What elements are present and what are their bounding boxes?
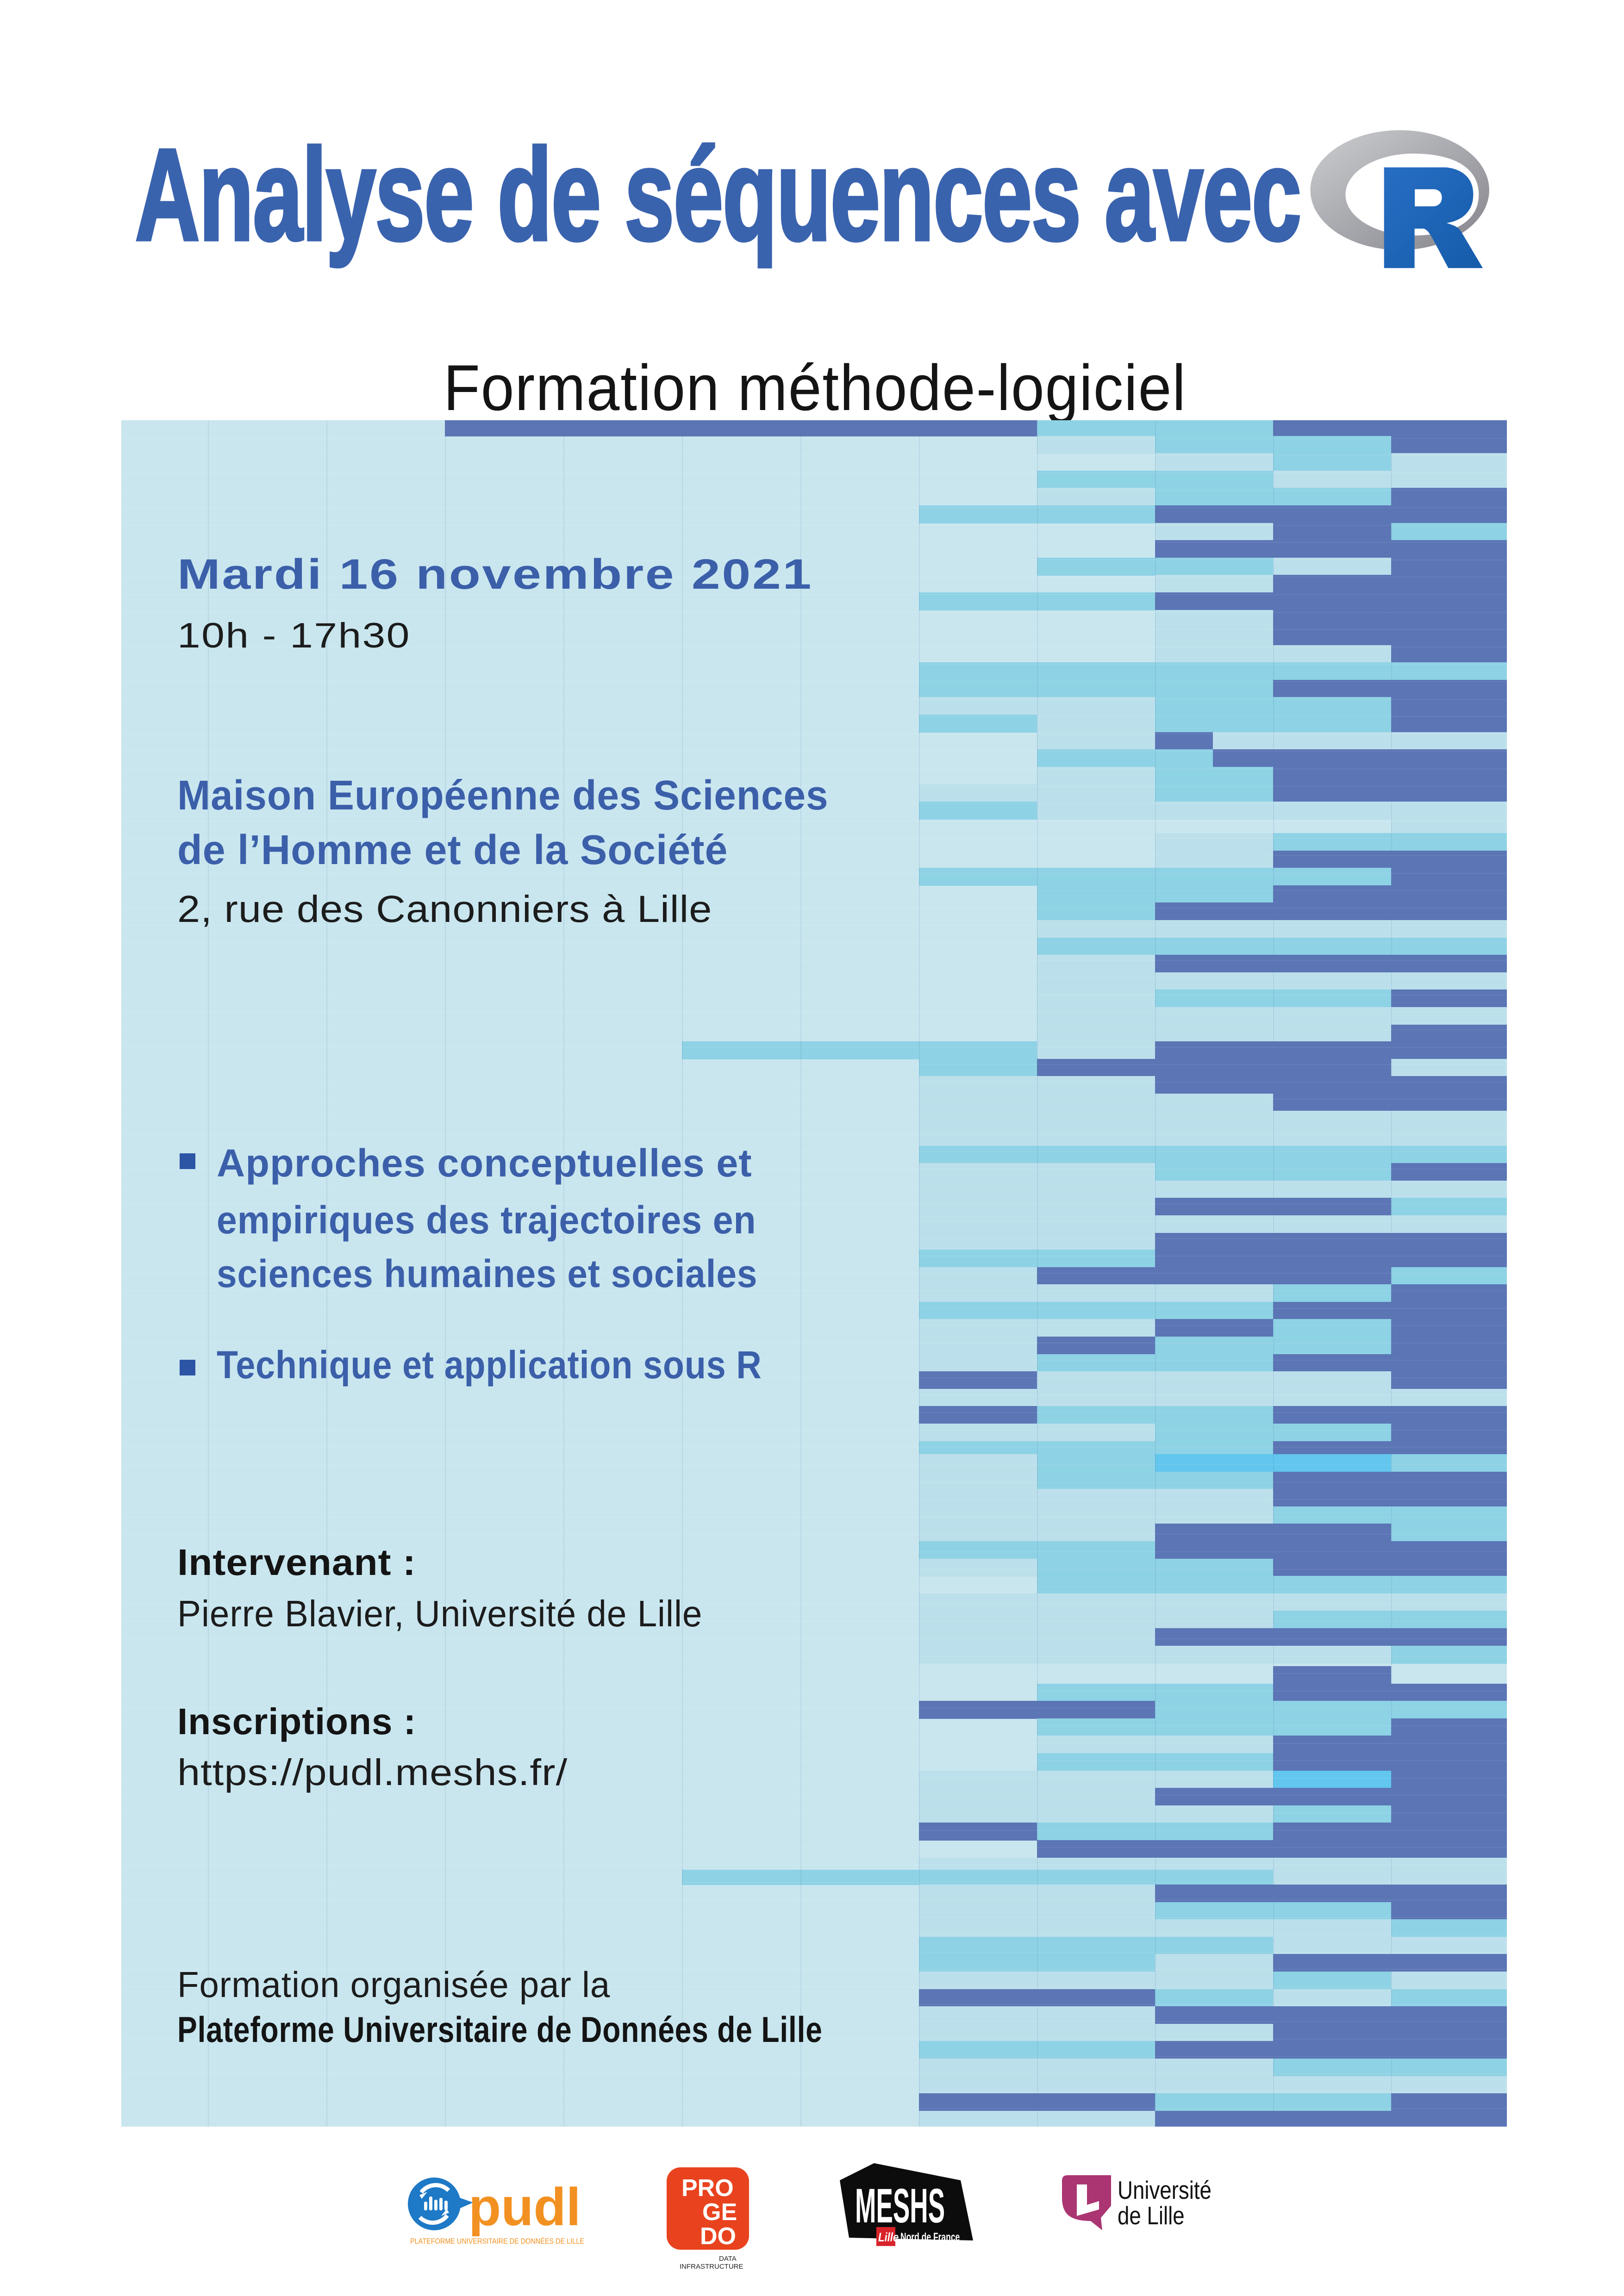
svg-text:pudl: pudl <box>468 2178 581 2237</box>
svg-text:INFRASTRUCTURE: INFRASTRUCTURE <box>680 2263 743 2270</box>
svg-text:GE: GE <box>702 2199 737 2226</box>
svg-text:PLATEFORME UNIVERSITAIRE DE DO: PLATEFORME UNIVERSITAIRE DE DONNÉES DE L… <box>410 2237 584 2246</box>
svg-text:DATA: DATA <box>719 2255 737 2263</box>
svg-text:DO: DO <box>700 2223 736 2250</box>
svg-text:Nord de France: Nord de France <box>900 2230 960 2244</box>
svg-text:Lille: Lille <box>878 2231 899 2245</box>
svg-text:Université: Université <box>1118 2176 1212 2204</box>
svg-text:MESHS: MESHS <box>855 2178 945 2233</box>
svg-text:PRO: PRO <box>681 2175 734 2202</box>
svg-text:de Lille: de Lille <box>1118 2201 1185 2230</box>
